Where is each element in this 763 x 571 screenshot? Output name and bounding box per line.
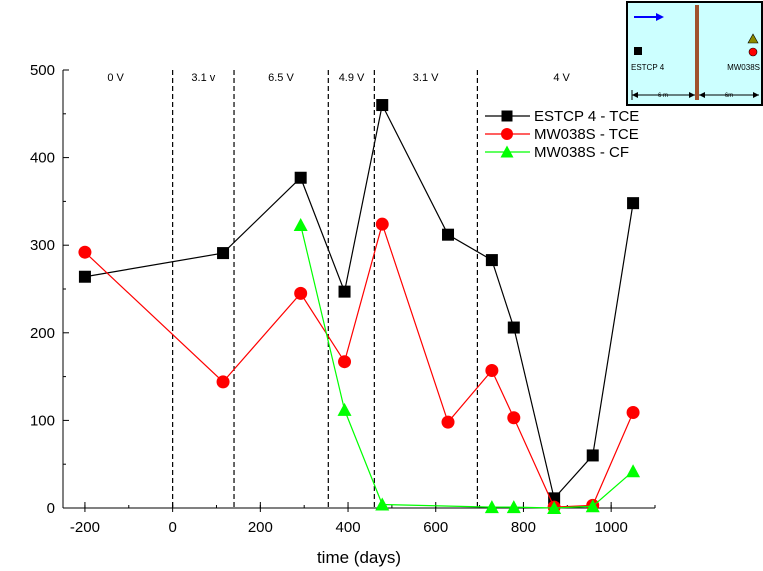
data-point-square (507, 321, 520, 334)
data-point-triangle (375, 497, 390, 511)
series-line (300, 224, 634, 509)
data-point-triangle (626, 464, 641, 478)
flow-arrow-head (656, 13, 664, 21)
data-point-square (586, 449, 599, 462)
series-2 (78, 217, 640, 514)
y-tick-label: 100 (30, 412, 55, 429)
inset-frame (626, 1, 763, 106)
data-point-square (627, 197, 640, 210)
y-tick-label: 300 (30, 237, 55, 254)
legend-label: MW038S - CF (534, 144, 629, 161)
x-tick-label: -200 (70, 519, 100, 536)
y-tick-label: 0 (47, 500, 55, 517)
data-point-circle (294, 286, 308, 300)
data-point-circle (375, 217, 389, 231)
distance-arrow-left (632, 92, 638, 98)
x-axis-label: time (days) (317, 548, 401, 567)
x-tick-label: 1000 (594, 519, 627, 536)
x-tick-label: 600 (423, 519, 448, 536)
series-layer (78, 99, 641, 514)
legend-label: ESTCP 4 - TCE (534, 108, 639, 125)
data-point-circle (507, 411, 521, 425)
data-point-square (78, 270, 91, 283)
well-right-label: MW038S (727, 63, 760, 72)
voltage-label: 3.1 V (413, 72, 439, 84)
distance-arrow-right (753, 92, 759, 98)
x-tick-label: 200 (248, 519, 273, 536)
well-mw038s-triangle (747, 33, 759, 44)
data-point-triangle (500, 145, 514, 158)
electrode-barrier (695, 5, 699, 100)
voltage-label: 4 V (553, 72, 570, 84)
data-point-square (442, 228, 455, 241)
series-3 (293, 218, 641, 514)
data-point-triangle (337, 402, 352, 416)
x-tick-label: 0 (168, 519, 176, 536)
data-point-square (501, 110, 513, 122)
data-point-square (294, 171, 307, 184)
voltage-label: 3.1 v (191, 72, 215, 84)
tick-marks: 0 100 200 300 400 500 -200 0 200 400 600 800 1000 (30, 62, 656, 536)
data-point-triangle (585, 499, 600, 513)
y-tick-label: 200 (30, 325, 55, 342)
well-estcp4-marker (634, 47, 642, 55)
distance-arrow-right-start (699, 92, 705, 98)
data-point-square (217, 247, 230, 260)
voltage-label: 6.5 V (268, 72, 294, 84)
voltage-label: 0 V (107, 72, 124, 84)
x-tick-label: 400 (336, 519, 361, 536)
data-point-triangle (506, 500, 521, 514)
well-left-label: ESTCP 4 (631, 63, 665, 72)
data-point-circle (338, 355, 352, 369)
data-point-square (485, 254, 498, 267)
distance-label-left: 6 m (658, 93, 668, 99)
y-tick-label: 500 (30, 62, 55, 79)
data-point-circle (78, 245, 92, 259)
voltage-boundaries (172, 70, 478, 508)
y-tick-label: 400 (30, 150, 55, 167)
data-point-triangle (547, 501, 562, 514)
distance-arrow-left-end (689, 92, 695, 98)
data-point-square (376, 99, 389, 112)
legend-label: MW038S - TCE (534, 126, 639, 143)
well-mw038s-circle (748, 47, 758, 57)
data-point-square (338, 285, 351, 298)
series-1 (78, 99, 640, 505)
data-point-triangle (484, 500, 499, 514)
data-point-circle (216, 375, 230, 389)
x-tick-label: 800 (511, 519, 536, 536)
data-point-circle (501, 128, 513, 140)
voltage-label: 4.9 V (339, 72, 365, 84)
distance-label-right: 6m (725, 93, 733, 99)
data-point-circle (626, 406, 640, 420)
data-point-circle (441, 415, 455, 429)
site-inset: ESTCP 4 MW038S 6 m 6m (626, 1, 763, 106)
data-point-triangle (293, 218, 308, 232)
voltage-labels: 0 V 3.1 v 6.5 V 4.9 V 3.1 V 4 V (107, 72, 570, 84)
data-point-circle (485, 363, 499, 377)
series-line (84, 222, 634, 508)
series-line (84, 103, 634, 500)
